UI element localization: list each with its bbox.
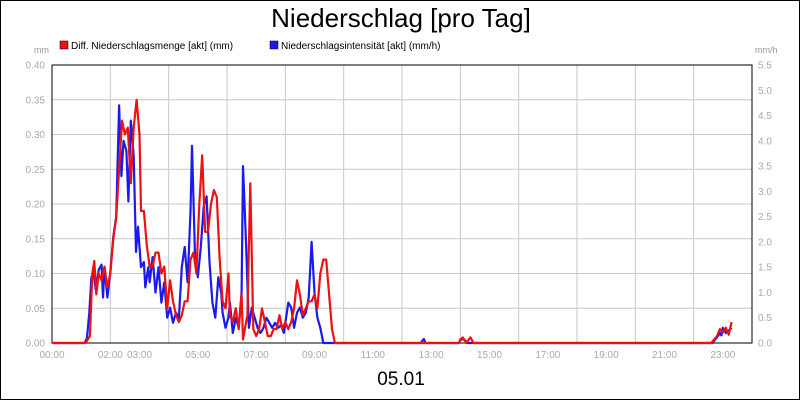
left-tick-label: 0.20	[26, 200, 46, 211]
left-tick-label: 0.10	[26, 269, 46, 280]
x-axis-ticks: 00:00 02:00 03:00 05:00 07:00 09:00 11:00 13:00…	[39, 350, 735, 361]
x-tick-label: 11:00	[361, 350, 386, 361]
left-axis-unit: mm	[34, 45, 49, 55]
left-tick-label: 0.25	[26, 165, 46, 176]
right-tick-label: 5.5	[758, 61, 772, 72]
right-axis-unit: mm/h	[755, 45, 778, 55]
right-axis-ticks: 0.0 0.5 1.0 1.5 2.0 2.5 3.0 3.5 4.0 4.5 5.0 5.5	[758, 61, 772, 350]
left-tick-label: 0.00	[26, 339, 46, 350]
left-tick-label: 0.05	[26, 304, 46, 315]
left-axis-ticks: 0.00 0.05 0.10 0.15 0.20 0.25 0.30 0.35 0.40	[26, 61, 46, 350]
left-tick-label: 0.30	[26, 130, 46, 141]
x-tick-label: 07:00	[244, 350, 269, 361]
x-tick-label: 09:00	[302, 350, 327, 361]
series-lines	[52, 98, 733, 345]
right-tick-label: 3.5	[758, 162, 772, 173]
left-tick-label: 0.40	[26, 61, 46, 72]
legend-label-menge: Diff. Niederschlagsmenge [akt] (mm)	[71, 41, 233, 52]
left-tick-label: 0.35	[26, 95, 46, 106]
x-tick-label: 05:00	[185, 350, 210, 361]
legend-label-intensitaet: Niederschlagsintensität [akt] (mm/h)	[281, 41, 441, 52]
x-tick-label: 21:00	[652, 350, 677, 361]
x-tick-label: 03:00	[127, 350, 152, 361]
right-tick-label: 0.5	[758, 313, 772, 324]
right-tick-label: 4.5	[758, 111, 772, 122]
legend-swatch-menge	[59, 40, 69, 50]
right-tick-label: 0.0	[758, 339, 772, 350]
x-tick-label: 17:00	[535, 350, 560, 361]
right-tick-label: 2.5	[758, 212, 772, 223]
x-tick-label: 15:00	[477, 350, 502, 361]
series-line-menge	[52, 98, 733, 345]
right-tick-label: 1.0	[758, 288, 772, 299]
x-tick-label: 23:00	[710, 350, 735, 361]
x-tick-label: 00:00	[39, 350, 64, 361]
grid-lines	[52, 64, 752, 344]
right-tick-label: 2.0	[758, 237, 772, 248]
right-tick-label: 4.0	[758, 136, 772, 147]
right-tick-label: 3.0	[758, 187, 772, 198]
left-tick-label: 0.15	[26, 234, 46, 245]
legend-swatch-intensitaet	[269, 40, 279, 50]
x-tick-label: 19:00	[594, 350, 619, 361]
chart-title: Niederschlag [pro Tag]	[271, 3, 531, 33]
legend: Diff. Niederschlagsmenge [akt] (mm) Nied…	[59, 40, 441, 52]
right-tick-label: 1.5	[758, 263, 772, 274]
right-tick-label: 5.0	[758, 86, 772, 97]
x-tick-label: 13:00	[419, 350, 444, 361]
x-tick-label: 02:00	[98, 350, 123, 361]
series-line-intensitaet	[52, 104, 733, 345]
date-label: 05.01	[377, 369, 425, 390]
